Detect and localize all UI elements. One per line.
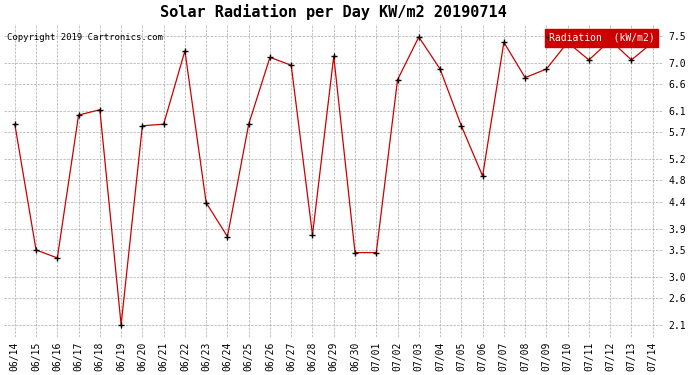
Radiation  (kW/m2) bbox=[308, 232, 317, 237]
Radiation  (kW/m2) bbox=[202, 201, 210, 205]
Radiation  (kW/m2) bbox=[96, 108, 104, 112]
Title: Solar Radiation per Day KW/m2 20190714: Solar Radiation per Day KW/m2 20190714 bbox=[160, 4, 507, 20]
Radiation  (kW/m2) bbox=[372, 251, 380, 255]
Radiation  (kW/m2) bbox=[159, 122, 168, 126]
Radiation  (kW/m2) bbox=[117, 322, 126, 327]
Radiation  (kW/m2) bbox=[10, 122, 19, 126]
Text: Copyright 2019 Cartronics.com: Copyright 2019 Cartronics.com bbox=[8, 33, 164, 42]
Radiation  (kW/m2) bbox=[266, 55, 274, 60]
Radiation  (kW/m2) bbox=[32, 248, 40, 252]
Radiation  (kW/m2) bbox=[330, 54, 338, 58]
Radiation  (kW/m2) bbox=[478, 174, 486, 178]
Legend: Radiation  (kW/m2): Radiation (kW/m2) bbox=[545, 29, 658, 47]
Radiation  (kW/m2) bbox=[244, 122, 253, 126]
Radiation  (kW/m2) bbox=[606, 38, 614, 42]
Radiation  (kW/m2) bbox=[75, 113, 83, 117]
Radiation  (kW/m2) bbox=[500, 40, 508, 45]
Radiation  (kW/m2) bbox=[436, 67, 444, 71]
Radiation  (kW/m2) bbox=[585, 58, 593, 62]
Radiation  (kW/m2) bbox=[649, 40, 657, 45]
Radiation  (kW/m2) bbox=[627, 58, 635, 62]
Radiation  (kW/m2) bbox=[287, 63, 295, 68]
Radiation  (kW/m2) bbox=[181, 49, 189, 53]
Radiation  (kW/m2) bbox=[542, 67, 551, 71]
Radiation  (kW/m2) bbox=[224, 234, 232, 239]
Radiation  (kW/m2) bbox=[521, 75, 529, 80]
Radiation  (kW/m2) bbox=[351, 251, 359, 255]
Radiation  (kW/m2) bbox=[393, 78, 402, 82]
Radiation  (kW/m2) bbox=[564, 40, 572, 45]
Radiation  (kW/m2) bbox=[457, 123, 466, 128]
Radiation  (kW/m2) bbox=[138, 123, 146, 128]
Radiation  (kW/m2) bbox=[415, 35, 423, 39]
Line: Radiation  (kW/m2): Radiation (kW/m2) bbox=[12, 34, 656, 328]
Radiation  (kW/m2) bbox=[53, 256, 61, 260]
